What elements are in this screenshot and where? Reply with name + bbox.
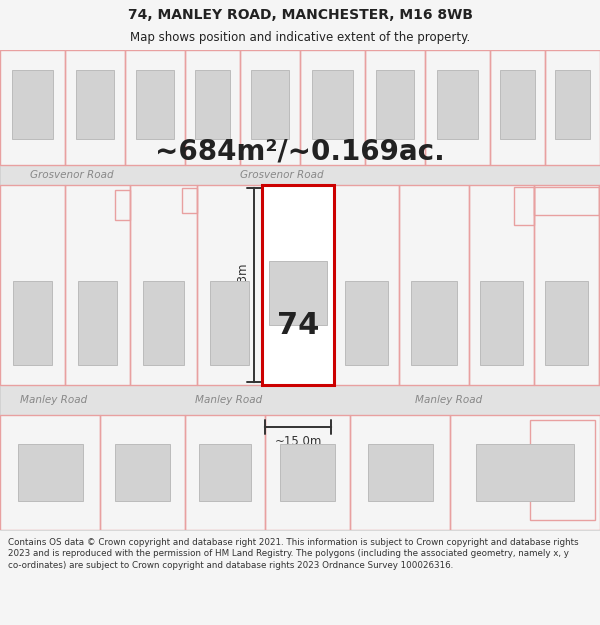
- Text: Contains OS data © Crown copyright and database right 2021. This information is : Contains OS data © Crown copyright and d…: [8, 538, 578, 569]
- Bar: [125, 50, 185, 165]
- Bar: [334, 185, 399, 385]
- Bar: [196, 70, 230, 139]
- Text: 74: 74: [277, 311, 319, 339]
- Bar: [143, 281, 184, 365]
- Bar: [346, 281, 388, 365]
- Text: Manley Road: Manley Road: [20, 395, 87, 405]
- Bar: [450, 415, 600, 530]
- Bar: [437, 70, 478, 139]
- Bar: [130, 185, 197, 385]
- Bar: [76, 70, 113, 139]
- Text: ~15.0m: ~15.0m: [274, 435, 322, 448]
- Bar: [500, 70, 535, 139]
- Bar: [0, 50, 65, 165]
- Text: Manley Road: Manley Road: [415, 395, 482, 405]
- Bar: [262, 185, 334, 385]
- Bar: [599, 185, 600, 385]
- Bar: [399, 185, 469, 385]
- Bar: [469, 185, 534, 385]
- Bar: [240, 50, 300, 165]
- Bar: [0, 165, 600, 185]
- Bar: [115, 444, 170, 501]
- Bar: [376, 70, 413, 139]
- Text: Manley Road: Manley Road: [195, 395, 262, 405]
- Bar: [199, 444, 251, 501]
- Text: Grosvenor Road: Grosvenor Road: [30, 170, 113, 180]
- Bar: [534, 187, 599, 215]
- Bar: [136, 70, 173, 139]
- Bar: [490, 50, 545, 165]
- Bar: [556, 70, 590, 139]
- Bar: [365, 50, 425, 165]
- Bar: [13, 281, 52, 365]
- Text: Map shows position and indicative extent of the property.: Map shows position and indicative extent…: [130, 31, 470, 44]
- Bar: [545, 50, 600, 165]
- Bar: [197, 185, 262, 385]
- Bar: [0, 415, 100, 530]
- Bar: [100, 415, 185, 530]
- Bar: [65, 50, 125, 165]
- Bar: [251, 70, 289, 139]
- Bar: [182, 188, 197, 213]
- Bar: [78, 281, 117, 365]
- Text: ~47.3m: ~47.3m: [236, 261, 249, 309]
- Text: ~684m²/~0.169ac.: ~684m²/~0.169ac.: [155, 138, 445, 166]
- Bar: [0, 385, 600, 415]
- Bar: [0, 185, 65, 385]
- Bar: [65, 185, 130, 385]
- Bar: [300, 50, 365, 165]
- Bar: [313, 70, 353, 139]
- Bar: [411, 281, 457, 365]
- Bar: [534, 185, 599, 385]
- Bar: [269, 261, 327, 325]
- Bar: [210, 281, 249, 365]
- Bar: [185, 50, 240, 165]
- Bar: [17, 444, 83, 501]
- Bar: [514, 187, 534, 225]
- Bar: [476, 444, 574, 501]
- Bar: [115, 190, 130, 220]
- Bar: [530, 420, 595, 520]
- Bar: [280, 444, 335, 501]
- Bar: [185, 415, 265, 530]
- Bar: [13, 70, 53, 139]
- Bar: [425, 50, 490, 165]
- Bar: [481, 281, 523, 365]
- Text: 74, MANLEY ROAD, MANCHESTER, M16 8WB: 74, MANLEY ROAD, MANCHESTER, M16 8WB: [128, 8, 473, 22]
- Bar: [350, 415, 450, 530]
- Text: Grosvenor Road: Grosvenor Road: [240, 170, 323, 180]
- Bar: [265, 415, 350, 530]
- Bar: [367, 444, 433, 501]
- Bar: [545, 281, 587, 365]
